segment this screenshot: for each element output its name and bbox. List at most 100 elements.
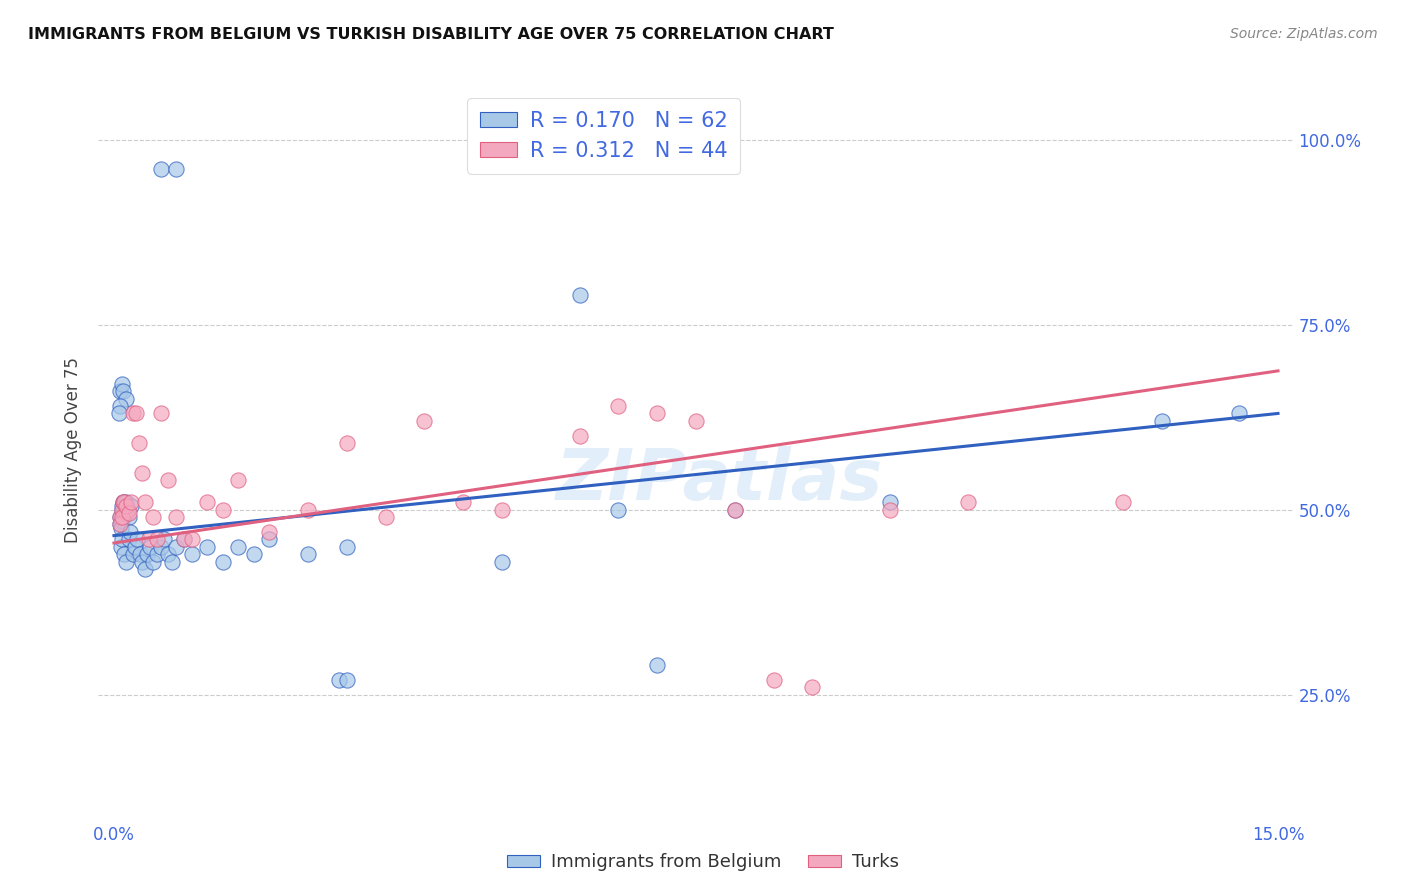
Point (111, 499, 134, 513)
Point (114, 507, 136, 521)
Point (1150, 414, 1173, 428)
Point (118, 507, 141, 521)
Point (108, 517, 131, 532)
Point (165, 162, 187, 177)
Point (142, 510, 165, 524)
Point (211, 502, 233, 516)
Point (115, 495, 138, 509)
Point (128, 547, 150, 561)
Point (145, 547, 167, 561)
Point (297, 502, 319, 516)
Point (120, 524, 142, 539)
Point (297, 547, 319, 561)
Point (111, 376, 134, 391)
Point (211, 554, 233, 569)
Point (336, 540, 359, 554)
Point (607, 502, 630, 516)
Point (120, 495, 142, 509)
Point (413, 414, 436, 428)
Point (115, 554, 138, 569)
Point (491, 502, 513, 516)
Point (112, 547, 135, 561)
Point (117, 502, 139, 516)
Point (114, 507, 136, 521)
Point (142, 554, 165, 569)
Point (173, 533, 195, 547)
Legend: R = 0.170   N = 62, R = 0.312   N = 44: R = 0.170 N = 62, R = 0.312 N = 44 (467, 98, 740, 174)
Point (112, 502, 135, 516)
Point (568, 288, 591, 302)
Point (149, 540, 172, 554)
Point (336, 436, 359, 450)
Point (165, 540, 187, 554)
Point (153, 533, 176, 547)
Point (134, 495, 156, 509)
Point (374, 510, 396, 524)
Point (257, 524, 280, 539)
Point (165, 510, 187, 524)
Point (645, 658, 668, 673)
Point (724, 502, 747, 516)
Point (112, 384, 135, 399)
Point (568, 428, 591, 442)
Point (127, 533, 149, 547)
Point (1227, 407, 1250, 421)
Point (114, 392, 136, 406)
Point (157, 547, 180, 561)
Point (112, 495, 135, 509)
Point (110, 521, 132, 535)
Point (160, 554, 183, 569)
Point (108, 384, 131, 399)
Point (136, 547, 159, 561)
Point (145, 533, 167, 547)
Point (131, 554, 153, 569)
Point (180, 547, 202, 561)
Point (115, 499, 138, 513)
Point (173, 533, 195, 547)
Point (128, 436, 150, 450)
Point (108, 517, 131, 532)
Point (157, 473, 180, 487)
Legend: Immigrants from Belgium, Turks: Immigrants from Belgium, Turks (501, 847, 905, 879)
Point (149, 162, 172, 177)
Point (762, 673, 785, 687)
Point (139, 540, 162, 554)
Point (111, 502, 134, 516)
Point (645, 407, 668, 421)
Point (257, 533, 280, 547)
Point (111, 533, 134, 547)
Point (118, 533, 141, 547)
Point (149, 407, 172, 421)
Point (180, 533, 202, 547)
Point (491, 554, 513, 569)
Point (120, 499, 142, 513)
Point (336, 673, 359, 687)
Point (118, 510, 141, 524)
Point (451, 495, 474, 509)
Point (138, 533, 160, 547)
Point (607, 399, 630, 413)
Point (956, 495, 979, 509)
Point (242, 547, 264, 561)
Point (117, 502, 139, 516)
Point (879, 502, 901, 516)
Point (1112, 495, 1135, 509)
Point (110, 540, 132, 554)
Point (111, 502, 134, 516)
Point (124, 540, 146, 554)
Point (328, 673, 350, 687)
Point (108, 510, 131, 524)
Point (879, 495, 901, 509)
Point (685, 414, 707, 428)
Point (121, 547, 143, 561)
Point (122, 407, 145, 421)
Point (131, 466, 153, 480)
Point (226, 473, 249, 487)
Point (134, 562, 156, 576)
Point (108, 510, 131, 524)
Point (124, 407, 146, 421)
Point (111, 514, 134, 528)
Y-axis label: Disability Age Over 75: Disability Age Over 75 (65, 358, 83, 543)
Point (112, 495, 135, 509)
Point (801, 681, 824, 695)
